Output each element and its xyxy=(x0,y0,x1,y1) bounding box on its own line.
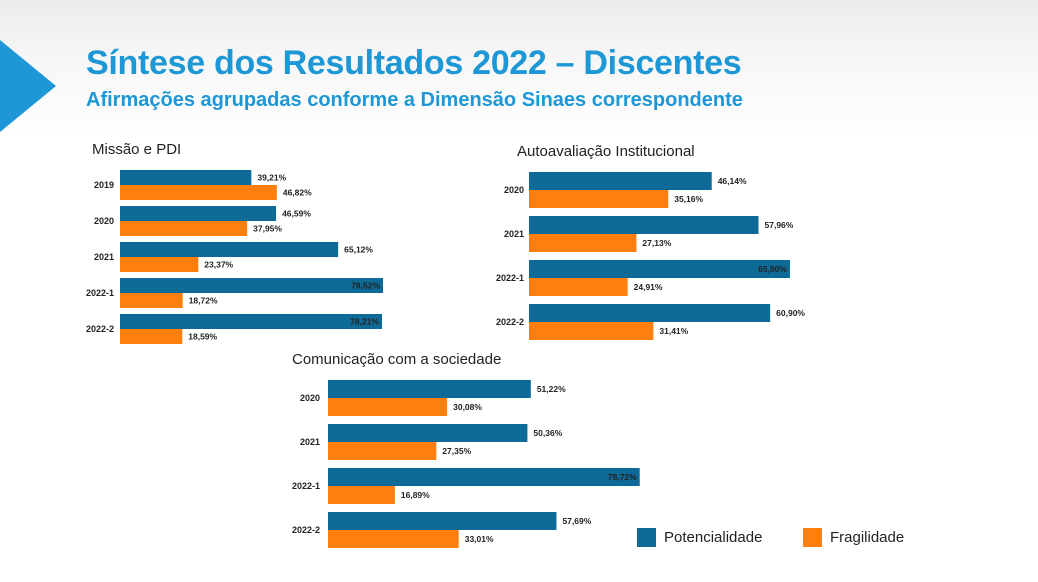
category-label: 2022-2 xyxy=(496,317,524,327)
bar-comunicacao-com-a-sociedade-potencialidade-2022-1 xyxy=(328,468,640,486)
data-label: 18,72% xyxy=(189,296,218,306)
page-subtitle: Afirmações agrupadas conforme a Dimensão… xyxy=(86,89,743,111)
data-label: 30,08% xyxy=(453,402,482,412)
data-label: 51,22% xyxy=(537,384,566,394)
page-title: Síntese dos Resultados 2022 – Discentes xyxy=(86,44,742,82)
bar-autoavaliacao-institucional-potencialidade-2022-1 xyxy=(529,260,790,278)
category-label: 2020 xyxy=(300,393,320,403)
category-label: 2022-1 xyxy=(86,288,114,298)
category-label: 2021 xyxy=(94,252,114,262)
bar-missao-e-pdi-potencialidade-2022-1 xyxy=(120,278,384,293)
data-label: 18,59% xyxy=(188,332,217,342)
bar-missao-e-pdi-fragilidade-2022-1 xyxy=(120,293,183,308)
data-label: 65,12% xyxy=(344,245,373,255)
data-label: 78,21% xyxy=(350,317,379,327)
data-label: 23,37% xyxy=(204,260,233,270)
category-label: 2019 xyxy=(94,180,114,190)
data-label: 16,89% xyxy=(401,490,430,500)
bar-comunicacao-com-a-sociedade-fragilidade-2022-1 xyxy=(328,486,395,504)
category-label: 2020 xyxy=(94,216,114,226)
bar-comunicacao-com-a-sociedade-potencialidade-2021 xyxy=(328,424,528,442)
category-label: 2021 xyxy=(504,229,524,239)
category-label: 2022-1 xyxy=(292,481,320,491)
bar-autoavaliacao-institucional-fragilidade-2020 xyxy=(529,190,669,208)
accent-triangle xyxy=(0,40,56,132)
bar-autoavaliacao-institucional-potencialidade-2022-2 xyxy=(529,304,771,322)
chart-missao-pdi: 2019 39,21% 46,82% 2020 46,59% 37,95% 2021 65,1… xyxy=(70,168,384,353)
chart-comunicacao-svg: 2020 51,22% 30,08% 2021 50,36% 27,35% 2022-1 78… xyxy=(292,380,640,548)
bar-autoavaliacao-institucional-fragilidade-2022-1 xyxy=(529,278,628,296)
bar-autoavaliacao-institucional-potencialidade-2020 xyxy=(529,172,712,190)
data-label: 24,91% xyxy=(634,282,663,292)
bar-missao-e-pdi-potencialidade-2020 xyxy=(120,206,277,221)
bar-comunicacao-com-a-sociedade-fragilidade-2021 xyxy=(328,442,437,460)
legend-label-fragilidade: Fragilidade xyxy=(830,529,905,546)
category-label: 2022-2 xyxy=(292,525,320,535)
data-label: 57,96% xyxy=(765,220,794,230)
legend-item-potencialidade: Potencialidade xyxy=(637,528,762,547)
data-label: 31,41% xyxy=(659,326,688,336)
data-label: 46,59% xyxy=(282,209,311,219)
data-label: 27,35% xyxy=(442,446,471,456)
data-label: 35,16% xyxy=(674,194,703,204)
category-label: 2020 xyxy=(504,185,524,195)
data-label: 57,69% xyxy=(562,516,591,526)
chart-title-comunicacao: Comunicação com a sociedade xyxy=(292,351,502,368)
data-label: 50,36% xyxy=(533,428,562,438)
bar-missao-e-pdi-fragilidade-2019 xyxy=(120,185,277,200)
chart-missao-pdi-svg: 2019 39,21% 46,82% 2020 46,59%37,95% 2021 65,1… xyxy=(86,170,384,344)
data-label: 78,72% xyxy=(608,472,637,482)
legend-swatch-fragilidade xyxy=(803,528,822,547)
bar-comunicacao-com-a-sociedade-fragilidade-2020 xyxy=(328,398,448,416)
data-label: 65,90% xyxy=(758,264,787,274)
bar-missao-e-pdi-fragilidade-2022-2 xyxy=(120,329,183,344)
header-background xyxy=(0,0,1038,140)
chart-autoavaliacao: 2020 46,14% 35,16% 2021 57,96% 27,13% 2022-1 65… xyxy=(480,170,825,350)
bar-comunicacao-com-a-sociedade-potencialidade-2022-2 xyxy=(328,512,557,530)
bar-missao-e-pdi-potencialidade-2019 xyxy=(120,170,252,185)
chart-title-autoavaliacao: Autoavaliação Institucional xyxy=(517,143,695,160)
bar-missao-e-pdi-potencialidade-2021 xyxy=(120,242,339,257)
chart-autoavaliacao-svg: 2020 46,14% 35,16% 2021 57,96% 27,13% 2022-1 65… xyxy=(496,172,805,340)
category-label: 2022-2 xyxy=(86,324,114,334)
category-label: 2021 xyxy=(300,437,320,447)
bar-autoavaliacao-institucional-fragilidade-2021 xyxy=(529,234,637,252)
bar-missao-e-pdi-potencialidade-2022-2 xyxy=(120,314,383,329)
data-label: 33,01% xyxy=(465,534,494,544)
data-label: 37,95% xyxy=(253,224,282,234)
legend-item-fragilidade: Fragilidade xyxy=(803,528,904,547)
bar-comunicacao-com-a-sociedade-potencialidade-2020 xyxy=(328,380,531,398)
data-label: 27,13% xyxy=(642,238,671,248)
data-label: 39,21% xyxy=(257,173,286,183)
data-label: 60,90% xyxy=(776,308,805,318)
bar-comunicacao-com-a-sociedade-fragilidade-2022-2 xyxy=(328,530,459,548)
category-label: 2022-1 xyxy=(496,273,524,283)
data-label: 46,14% xyxy=(718,176,747,186)
chart-comunicacao: 2020 51,22% 30,08% 2021 50,36% 27,35% 2022-1 78… xyxy=(280,378,640,558)
data-label: 46,82% xyxy=(283,188,312,198)
bar-missao-e-pdi-fragilidade-2020 xyxy=(120,221,248,236)
data-label: 78,52% xyxy=(351,281,380,291)
bar-autoavaliacao-institucional-fragilidade-2022-2 xyxy=(529,322,654,340)
legend-swatch-potencialidade xyxy=(637,528,656,547)
chart-title-missao-pdi: Missão e PDI xyxy=(92,141,182,158)
legend-label-potencialidade: Potencialidade xyxy=(664,529,763,546)
bar-missao-e-pdi-fragilidade-2021 xyxy=(120,257,199,272)
bar-autoavaliacao-institucional-potencialidade-2021 xyxy=(529,216,759,234)
